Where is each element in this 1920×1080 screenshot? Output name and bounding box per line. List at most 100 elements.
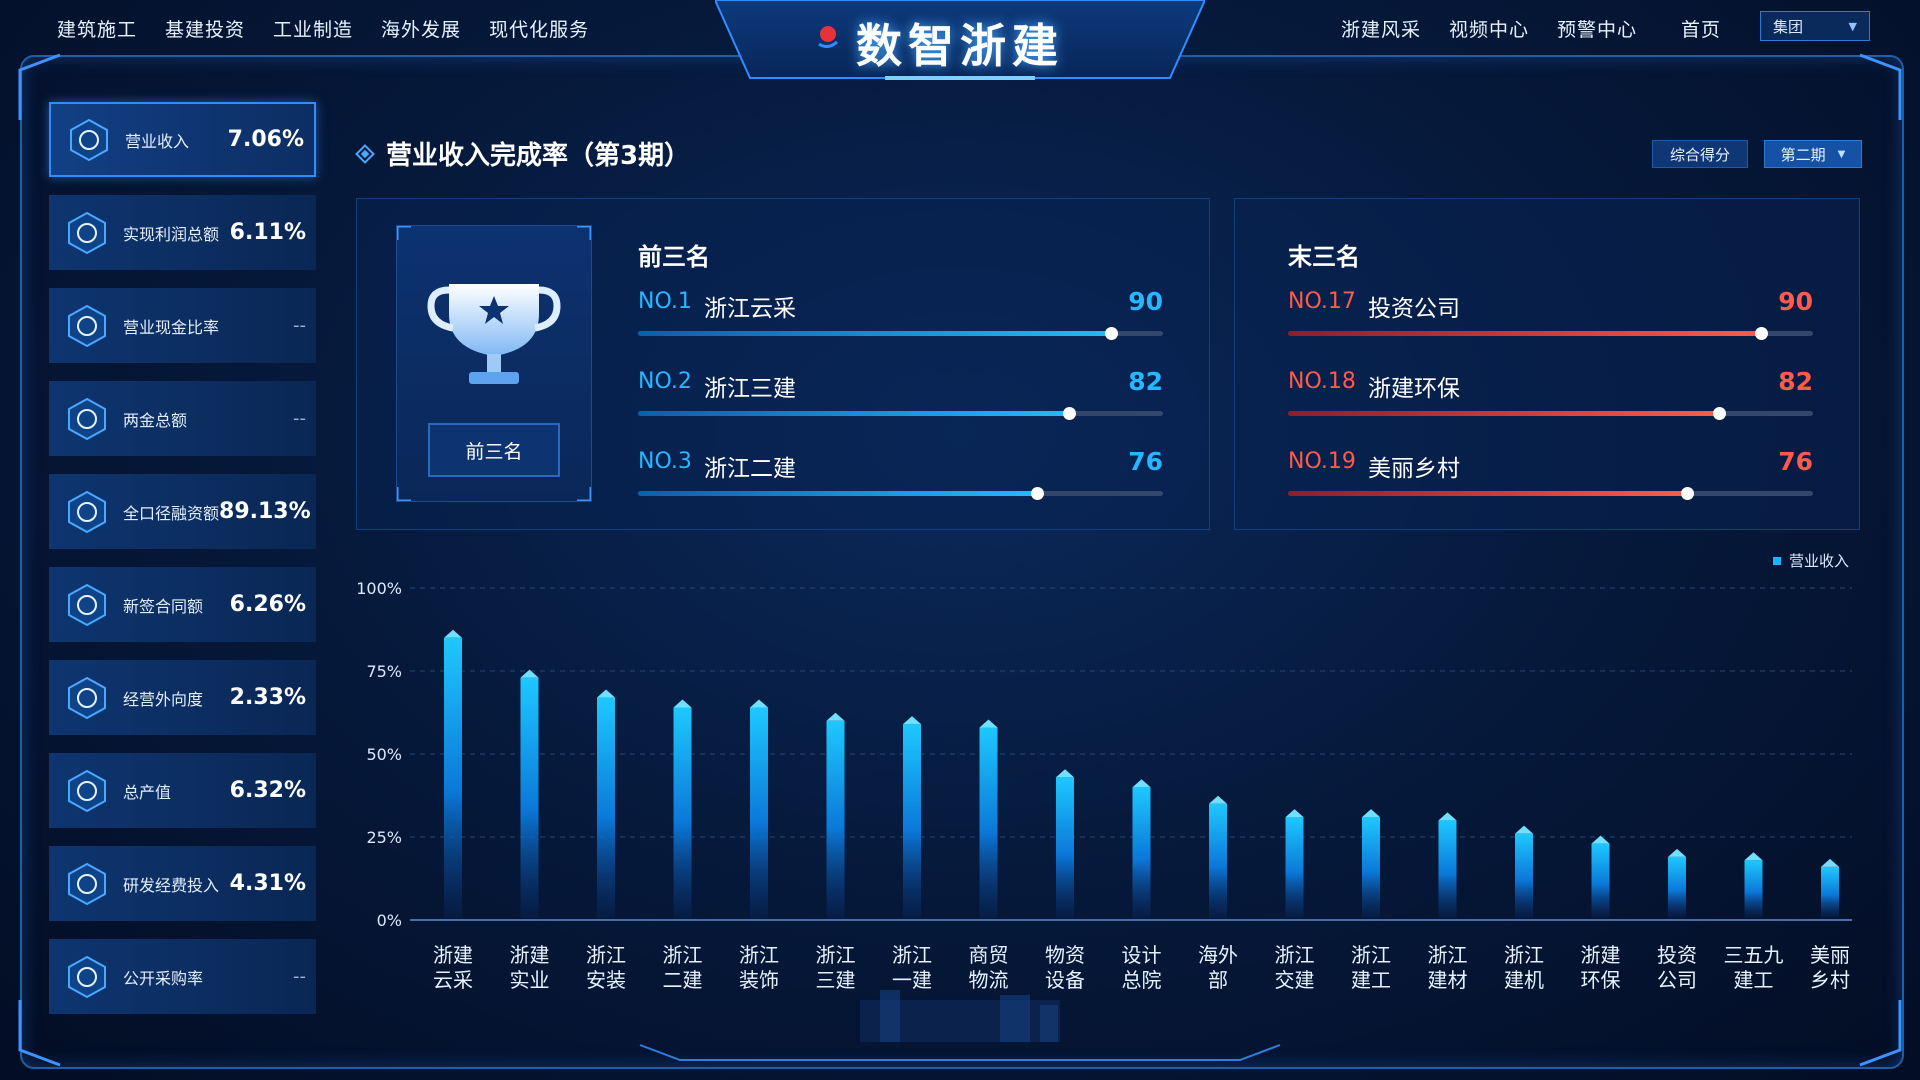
bar[interactable] <box>979 727 998 918</box>
sidebar-item[interactable]: 营业现金比率 -- <box>49 288 316 363</box>
x-tick-label: 浙江 <box>1275 943 1315 967</box>
bar[interactable] <box>1285 817 1304 918</box>
x-tick-label: 装饰 <box>739 968 779 992</box>
x-tick-label: 建机 <box>1504 968 1544 992</box>
bar[interactable] <box>520 677 539 918</box>
org-select-value: 集团 <box>1773 17 1804 36</box>
rank-number: NO.18 <box>1288 369 1356 394</box>
nav-home[interactable]: 首页 <box>1681 18 1722 41</box>
bar-cap <box>1056 769 1074 778</box>
sidebar-item[interactable]: 新签合同额 6.26% <box>49 567 316 642</box>
sidebar-item-label: 营业现金比率 <box>123 317 220 337</box>
x-tick-label: 浙建 <box>433 943 473 967</box>
rank-progress-track <box>638 487 1163 500</box>
finance-diamond-icon <box>68 490 106 533</box>
page-title: 数智浙建 <box>856 19 1064 73</box>
sidebar-item-value: -- <box>293 408 306 429</box>
sidebar-item[interactable]: 营业收入 7.06% <box>49 102 316 177</box>
section-title-text: 营业收入完成率（第3期） <box>386 141 691 171</box>
bar[interactable] <box>1438 820 1457 918</box>
sidebar-item[interactable]: 研发经费投入 4.31% <box>49 846 316 921</box>
x-tick-label: 交建 <box>1275 968 1315 992</box>
sidebar-item-value: 6.26% <box>229 592 306 617</box>
nav-industrial-manufacturing[interactable]: 工业制造 <box>273 18 354 41</box>
ranking-row: NO.2 浙江三建 82 <box>638 367 1163 429</box>
cart-icon <box>68 955 106 998</box>
nav-modern-services[interactable]: 现代化服务 <box>489 18 590 41</box>
nav-warning-center[interactable]: 预警中心 <box>1557 18 1638 41</box>
bar[interactable] <box>1209 803 1227 918</box>
period-select[interactable]: 第二期 ▼ <box>1764 140 1862 168</box>
rank-score: 90 <box>1778 287 1813 316</box>
x-tick-label: 浙江 <box>739 943 779 967</box>
sidebar-item[interactable]: 经营外向度 2.33% <box>49 660 316 735</box>
x-tick-label: 浙建 <box>1581 943 1621 967</box>
bar-growth-icon <box>68 769 106 812</box>
rank-progress-track <box>1288 407 1813 420</box>
rank-score: 76 <box>1128 447 1163 476</box>
bar[interactable] <box>903 724 921 918</box>
chevron-down-icon: ▼ <box>1837 148 1846 160</box>
x-tick-label: 物流 <box>969 968 1009 992</box>
bar[interactable] <box>1668 856 1686 918</box>
rank-progress-track <box>1288 487 1813 500</box>
sidebar-item[interactable]: 总产值 6.32% <box>49 753 316 828</box>
x-tick-label: 三五九 <box>1724 943 1784 967</box>
bar[interactable] <box>1591 843 1610 918</box>
x-tick-label: 海外 <box>1198 943 1238 967</box>
sidebar-item[interactable]: 两金总额 -- <box>49 381 316 456</box>
yen-coin-icon <box>70 118 108 161</box>
x-tick-label: 设计 <box>1122 943 1162 967</box>
sidebar-item-label: 实现利润总额 <box>123 224 220 244</box>
bar[interactable] <box>597 697 615 918</box>
money-bag-icon <box>68 211 106 254</box>
y-tick-label: 25% <box>366 828 402 847</box>
chart-legend: 营业收入 <box>1773 550 1849 571</box>
sidebar-item-label: 总产值 <box>123 782 172 802</box>
x-tick-label: 物资 <box>1045 943 1085 967</box>
rank-progress-fill <box>638 491 1037 496</box>
bar-cap <box>1668 848 1686 857</box>
sidebar-item-value: -- <box>293 315 306 336</box>
nav-infrastructure-investment[interactable]: 基建投资 <box>165 18 246 41</box>
org-select[interactable]: 集团 ▼ <box>1760 11 1870 41</box>
bar[interactable] <box>1821 866 1839 918</box>
section-title: 营业收入完成率（第3期） <box>355 135 691 172</box>
rank-progress-fill <box>1288 411 1719 416</box>
bar-cap <box>979 719 998 728</box>
top-three-button[interactable]: 前三名 <box>428 423 560 477</box>
rank-progress-knob <box>1754 327 1768 340</box>
x-tick-label: 环保 <box>1581 968 1621 992</box>
rank-progress-knob <box>1681 487 1694 500</box>
nav-construction[interactable]: 建筑施工 <box>57 18 138 41</box>
bar[interactable] <box>1056 777 1074 918</box>
y-tick-label: 0% <box>377 911 402 930</box>
x-tick-label: 美丽 <box>1810 943 1850 967</box>
sidebar-item-label: 研发经费投入 <box>123 875 220 895</box>
nav-style[interactable]: 浙建风采 <box>1341 18 1422 41</box>
sidebar-item[interactable]: 实现利润总额 6.11% <box>49 195 316 270</box>
nav-video-center[interactable]: 视频中心 <box>1449 18 1530 41</box>
bar[interactable] <box>673 707 692 918</box>
bar-cap <box>444 629 462 638</box>
bar[interactable] <box>1132 787 1151 918</box>
bar[interactable] <box>750 707 768 918</box>
nav-overseas[interactable]: 海外发展 <box>381 18 462 41</box>
bar[interactable] <box>1744 860 1763 918</box>
score-filter-button[interactable]: 综合得分 <box>1652 140 1748 168</box>
bar-cap <box>1591 835 1610 844</box>
coin-database-icon <box>68 397 106 440</box>
rank-number: NO.2 <box>638 369 692 394</box>
bar[interactable] <box>1362 817 1380 918</box>
rank-company-name: 浙建环保 <box>1368 376 1460 402</box>
bar[interactable] <box>1515 833 1533 918</box>
rank-score: 82 <box>1778 367 1813 396</box>
sidebar-item[interactable]: 全口径融资额 89.13% <box>49 474 316 549</box>
bar[interactable] <box>826 720 845 918</box>
x-tick-label: 云采 <box>433 968 473 992</box>
sidebar-item[interactable]: 公开采购率 -- <box>49 939 316 1014</box>
bar-cap <box>750 699 768 708</box>
bar[interactable] <box>444 637 462 918</box>
coins-stack-icon <box>68 304 106 347</box>
